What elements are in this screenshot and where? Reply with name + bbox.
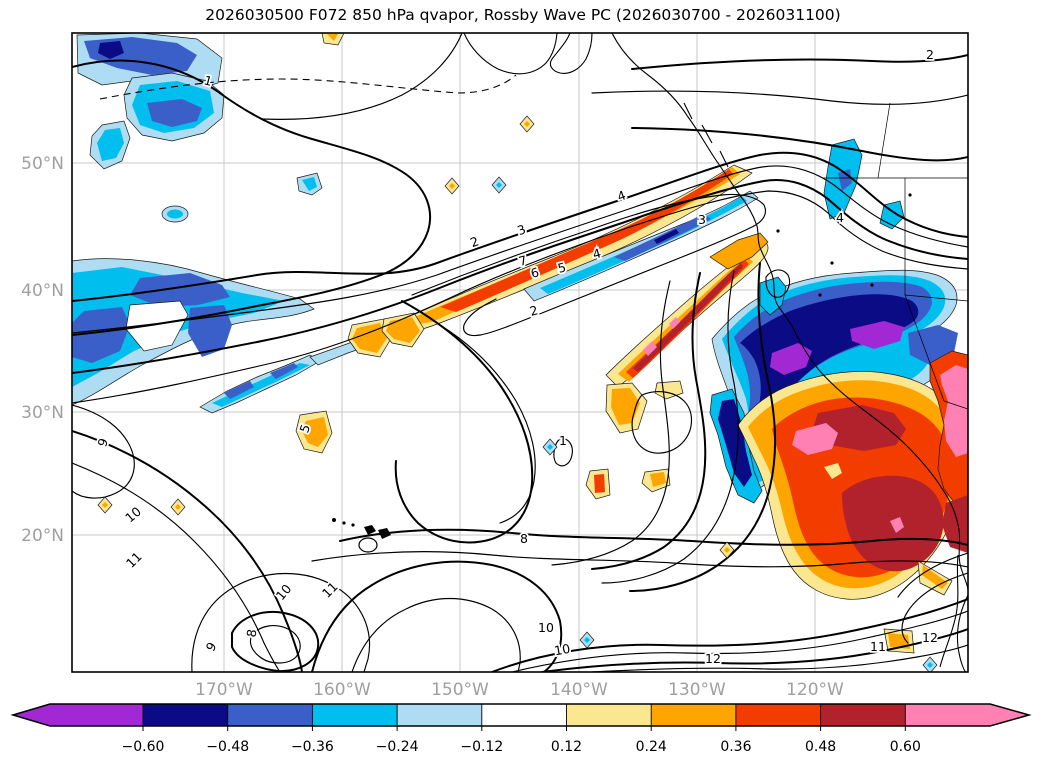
colorbar-tick-label: 0.48	[805, 739, 836, 755]
colorbar: −0.60 −0.48 −0.36 −0.24 −0.12 0.12 0.24 0.36 0.4…	[10, 703, 1032, 755]
coastline	[99, 33, 968, 672]
colorbar-tick-label: −0.24	[376, 739, 419, 755]
colorbar-arrow-high	[905, 704, 1029, 726]
colorbar-tick-label: −0.60	[122, 739, 165, 755]
colorbar-tick-label: 0.24	[636, 739, 667, 755]
colorbar-segment	[566, 704, 652, 726]
x-tick-label: 150°W	[431, 680, 489, 700]
colorbar-tick-label: −0.12	[460, 739, 503, 755]
x-tick-label: 120°W	[786, 680, 844, 700]
contour-label: 10	[553, 641, 571, 659]
contour-label: 8	[520, 531, 528, 546]
y-tick-label: 40°N	[21, 281, 64, 301]
contour-label: 12	[922, 630, 938, 645]
contour-label: 4	[836, 210, 844, 225]
marker-core	[724, 547, 730, 553]
colorbar-tick-label: −0.36	[291, 739, 334, 755]
colorbar-segment	[397, 704, 482, 726]
colorbar-segment	[481, 704, 567, 726]
y-tick-label: 30°N	[21, 403, 64, 423]
colorbar-segment	[227, 704, 313, 726]
x-tick-label: 140°W	[550, 680, 608, 700]
colorbar-tick-label: −0.48	[206, 739, 249, 755]
plot-title: 2026030500 F072 850 hPa qvapor, Rossby W…	[205, 6, 840, 24]
colorbar-tick-label: 0.12	[551, 739, 582, 755]
colorbar-tick-label: 0.60	[890, 739, 921, 755]
contour-lines	[72, 33, 968, 672]
marker-core	[449, 183, 455, 189]
y-tick-label: 50°N	[21, 154, 64, 174]
shading-anomalies	[72, 33, 968, 654]
marker-core	[102, 502, 108, 508]
contour-label: 3	[698, 212, 706, 227]
marker-core	[927, 662, 933, 668]
marker-core	[547, 444, 553, 450]
contour-label: 10	[538, 620, 554, 635]
colorbar-segment	[651, 704, 736, 726]
marker-core	[496, 182, 502, 188]
marker-core	[524, 121, 530, 127]
colorbar-segment	[735, 704, 821, 726]
contour-label: 2	[926, 47, 934, 62]
contour-label: 12	[705, 651, 721, 666]
colorbar-segment	[312, 704, 398, 726]
plot-frame	[71, 32, 969, 673]
x-tick-label: 170°W	[195, 680, 253, 700]
colorbar-segment	[820, 704, 906, 726]
x-tick-label: 130°W	[668, 680, 726, 700]
colorbar-tick-label: 0.36	[720, 739, 751, 755]
colorbar-segment	[143, 704, 228, 726]
y-axis-labels: 50°N 40°N 30°N 20°N	[21, 154, 64, 546]
marker-core	[175, 504, 181, 510]
x-axis-labels: 170°W 160°W 150°W 140°W 130°W 120°W	[195, 680, 844, 700]
x-tick-label: 160°W	[313, 680, 371, 700]
contour-label: 1	[559, 433, 567, 448]
colorbar-arrow-low	[13, 704, 143, 726]
colorbar-outline	[10, 703, 1032, 727]
marker-core	[584, 637, 590, 643]
y-tick-label: 20°N	[21, 526, 64, 546]
small-anomaly-markers	[97, 115, 938, 672]
contour-label: 11	[870, 639, 886, 654]
